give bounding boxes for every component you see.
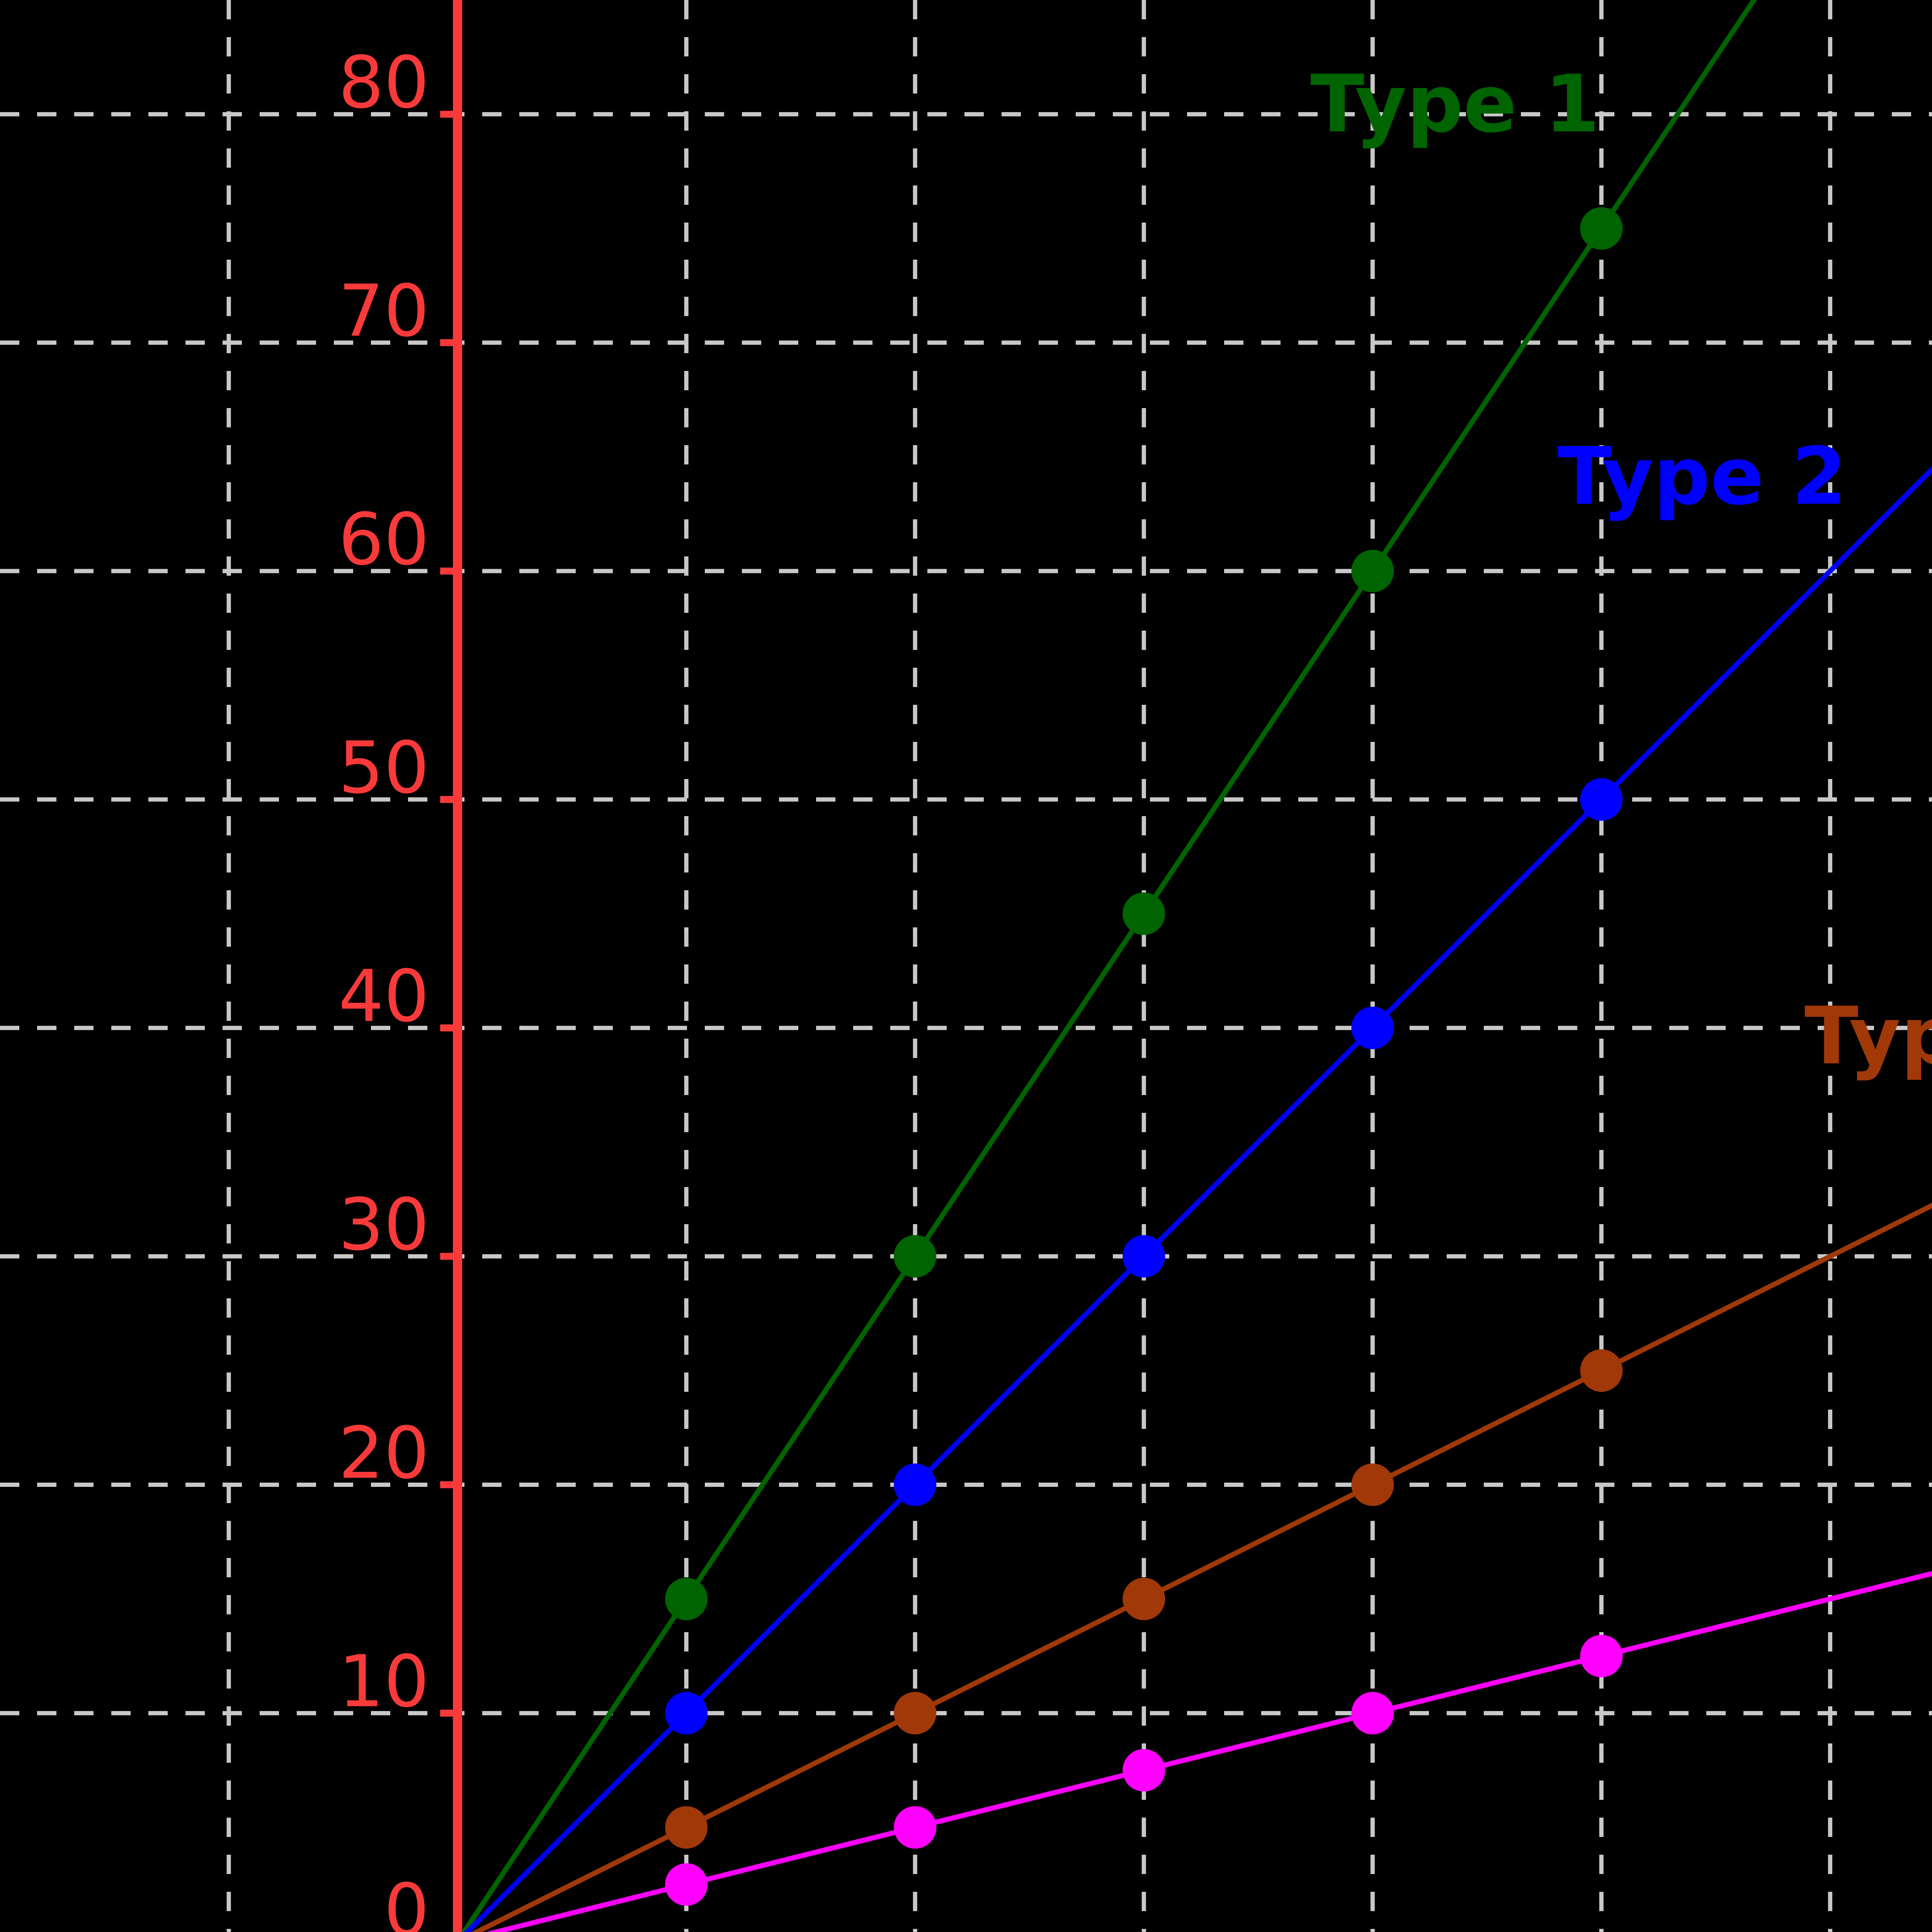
marker-type-4-x10 bbox=[894, 1806, 937, 1849]
marker-type-1-x15 bbox=[1122, 892, 1165, 935]
marker-type-3-x15 bbox=[1122, 1578, 1165, 1621]
y-tick-label-20: 20 bbox=[338, 1412, 429, 1495]
marker-type-2-x25 bbox=[1580, 778, 1623, 821]
series-line-type-3 bbox=[471, 1202, 1932, 1932]
marker-type-4-x15 bbox=[1122, 1749, 1165, 1792]
series-label-type-2: Type 2 bbox=[1557, 431, 1847, 523]
y-tick-label-30: 30 bbox=[338, 1183, 429, 1266]
marker-type-1-x20 bbox=[1351, 549, 1394, 592]
marker-type-3-x10 bbox=[894, 1692, 937, 1735]
series-line-type-4 bbox=[485, 1571, 1932, 1932]
marker-type-3-x5 bbox=[665, 1806, 708, 1849]
marker-type-2-x5 bbox=[665, 1692, 708, 1735]
y-tick-label-50: 50 bbox=[338, 726, 429, 810]
marker-type-3-x20 bbox=[1351, 1463, 1394, 1506]
y-tick-label-40: 40 bbox=[338, 954, 429, 1038]
marker-type-3-x25 bbox=[1580, 1349, 1623, 1392]
marker-type-4-x20 bbox=[1351, 1692, 1394, 1735]
y-tick-label-80: 80 bbox=[338, 41, 429, 124]
marker-type-1-x10 bbox=[894, 1235, 937, 1278]
y-tick-label-0: 0 bbox=[384, 1868, 429, 1932]
marker-type-2-x10 bbox=[894, 1463, 937, 1506]
series-label-type-1: Type 1 bbox=[1310, 58, 1600, 150]
marker-type-4-x25 bbox=[1580, 1634, 1623, 1677]
y-tick-label-70: 70 bbox=[338, 269, 429, 353]
y-tick-label-10: 10 bbox=[338, 1640, 429, 1723]
marker-type-4-x5 bbox=[665, 1863, 708, 1906]
marker-type-2-x15 bbox=[1122, 1235, 1165, 1278]
marker-type-2-x20 bbox=[1351, 1007, 1394, 1049]
marker-type-1-x5 bbox=[665, 1578, 708, 1621]
marker-type-1-x25 bbox=[1580, 207, 1623, 250]
y-tick-label-60: 60 bbox=[338, 498, 429, 581]
series-label-type-3: Type 3 bbox=[1804, 990, 1932, 1082]
